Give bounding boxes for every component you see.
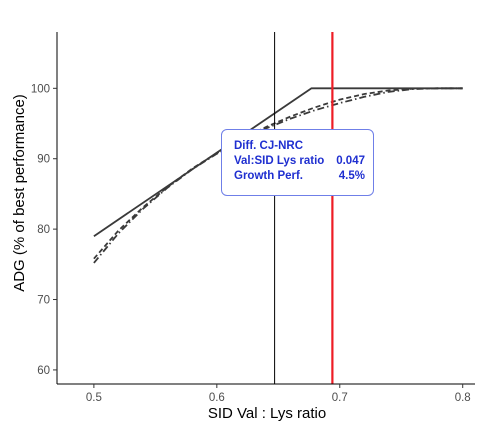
- x-axis-title: SID Val : Lys ratio: [208, 405, 326, 422]
- annotation-growth-label: Growth Perf.: [234, 170, 304, 182]
- x-tick-label: 0.5: [86, 392, 102, 404]
- annotation-growth-value: 4.5%: [338, 170, 365, 182]
- y-tick-label: 80: [37, 224, 50, 236]
- annotation-ratio-label: Val:SID Lys ratio: [234, 155, 325, 167]
- plot-area: [93, 32, 463, 384]
- y-axis-ticks: 60 70 80 90 100: [31, 83, 57, 377]
- annotation-box: Diff. CJ-NRC Val:SID Lys ratio 0.047 Gro…: [221, 129, 374, 196]
- y-tick-label: 60: [37, 365, 50, 377]
- y-axis-title: ADG (% of best performance): [11, 94, 28, 292]
- y-tick-label: 100: [31, 83, 50, 95]
- x-tick-label: 0.6: [209, 392, 225, 404]
- y-tick-label: 70: [37, 295, 50, 307]
- y-tick-label: 90: [37, 154, 50, 166]
- x-axis-ticks: 0.5 0.6 0.7 0.8: [86, 384, 471, 404]
- annotation-row-growth: Growth Perf. 4.5%: [234, 169, 365, 184]
- annotation-ratio-value: 0.047: [336, 155, 365, 167]
- x-tick-label: 0.7: [332, 392, 348, 404]
- annotation-row-ratio: Val:SID Lys ratio 0.047: [234, 154, 365, 169]
- series-line-dashdot: [93, 87, 463, 264]
- annotation-title: Diff. CJ-NRC: [234, 140, 303, 152]
- x-tick-label: 0.8: [455, 392, 471, 404]
